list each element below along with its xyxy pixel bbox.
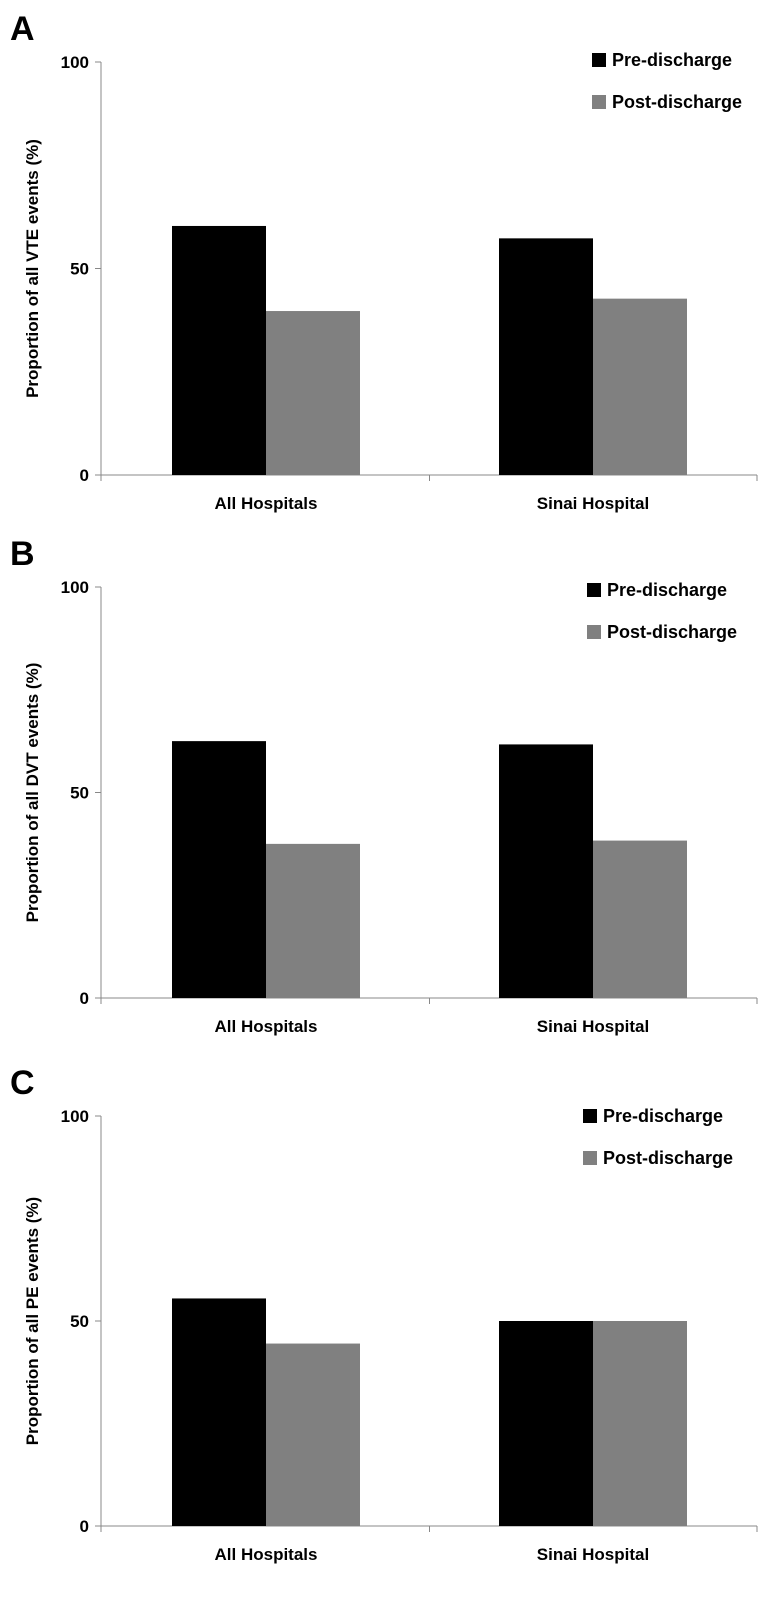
legend-swatch [592, 95, 606, 109]
bar-post-discharge [593, 840, 687, 998]
legend-label: Pre-discharge [607, 580, 727, 600]
bar-post-discharge [266, 843, 360, 998]
y-tick-label: 0 [80, 989, 89, 1008]
x-category-label: Sinai Hospital [537, 1545, 649, 1564]
legend-label: Post-discharge [612, 92, 742, 112]
legend-label: Pre-discharge [603, 1106, 723, 1126]
legend-label: Post-discharge [607, 622, 737, 642]
bar-pre-discharge [172, 1298, 266, 1526]
legend-swatch [583, 1109, 597, 1123]
legend-swatch [583, 1151, 597, 1165]
y-tick-label: 50 [70, 784, 89, 803]
y-axis-title: Proportion of all PE events (%) [23, 1197, 42, 1445]
x-category-label: All Hospitals [215, 494, 318, 513]
y-tick-label: 50 [70, 1312, 89, 1331]
bar-post-discharge [266, 1343, 360, 1526]
bar-post-discharge [593, 298, 687, 475]
legend-swatch [587, 625, 601, 639]
x-category-label: All Hospitals [215, 1017, 318, 1036]
y-axis-title: Proportion of all VTE events (%) [23, 139, 42, 398]
y-tick-label: 100 [61, 53, 89, 72]
bar-pre-discharge [499, 238, 593, 475]
panel-letter: B [10, 535, 35, 573]
x-category-label: Sinai Hospital [537, 1017, 649, 1036]
bar-pre-discharge [172, 225, 266, 475]
bar-pre-discharge [499, 744, 593, 998]
y-tick-label: 0 [80, 1517, 89, 1536]
bar-post-discharge [593, 1321, 687, 1526]
x-category-label: Sinai Hospital [537, 494, 649, 513]
y-tick-label: 100 [61, 578, 89, 597]
panel-letter: C [10, 1064, 35, 1102]
bar-post-discharge [266, 311, 360, 475]
y-tick-label: 0 [80, 466, 89, 485]
bar-pre-discharge [499, 1321, 593, 1526]
y-tick-label: 50 [70, 260, 89, 279]
bar-pre-discharge [172, 741, 266, 998]
legend-swatch [592, 53, 606, 67]
y-axis-title: Proportion of all DVT events (%) [23, 663, 42, 923]
x-category-label: All Hospitals [215, 1545, 318, 1564]
panel-letter: A [10, 10, 35, 48]
y-tick-label: 100 [61, 1107, 89, 1126]
legend-label: Pre-discharge [612, 50, 732, 70]
legend-label: Post-discharge [603, 1148, 733, 1168]
legend-swatch [587, 583, 601, 597]
